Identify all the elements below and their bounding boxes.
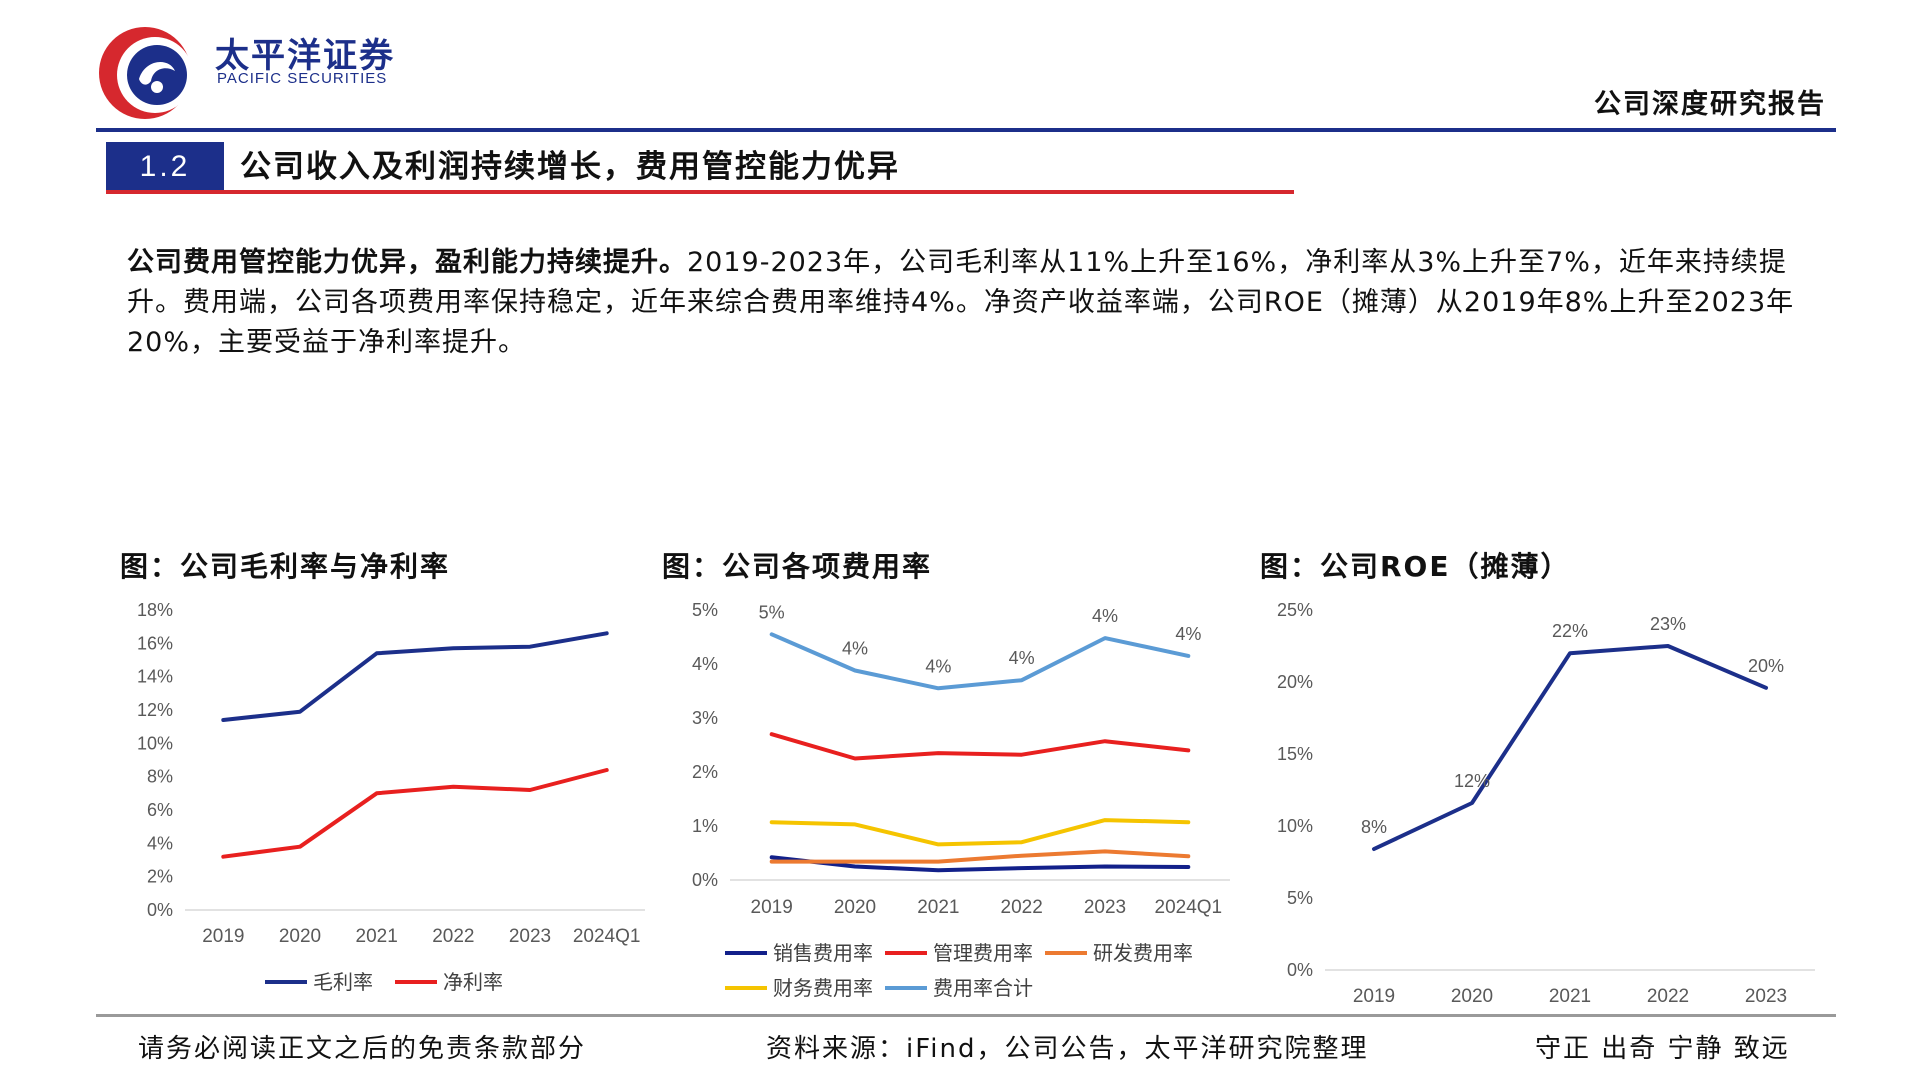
series-line-0 <box>1372 644 1768 851</box>
legend-label-2: 研发费用率 <box>1093 942 1193 965</box>
data-label: 4% <box>1092 606 1118 626</box>
y-tick-label: 25% <box>1277 600 1313 620</box>
data-label: 23% <box>1650 614 1686 634</box>
y-tick-label: 2% <box>147 867 173 887</box>
x-tick-label: 2019 <box>751 897 793 918</box>
y-tick-label: 4% <box>692 654 718 674</box>
series-line-2 <box>769 849 1191 864</box>
y-tick-label: 20% <box>1277 672 1313 692</box>
summary-lead: 公司费用管控能力优异，盈利能力持续提升。 <box>127 247 687 278</box>
chart-title-margins: 图：公司毛利率与净利率 <box>120 550 451 583</box>
data-label: 20% <box>1748 656 1784 676</box>
data-label: 5% <box>759 602 785 622</box>
legend-label-4: 费用率合计 <box>933 977 1033 1000</box>
x-tick-label: 2020 <box>279 926 321 947</box>
x-tick-label: 2019 <box>202 926 244 947</box>
footer-source: 资料来源：iFind，公司公告，太平洋研究院整理 <box>766 1034 1369 1064</box>
x-tick-label: 2024Q1 <box>573 926 641 947</box>
chart-title-expense-ratios: 图：公司各项费用率 <box>662 550 933 583</box>
x-tick-label: 2021 <box>917 897 959 918</box>
x-tick-label: 2020 <box>834 897 876 918</box>
y-tick-label: 5% <box>692 600 718 620</box>
y-tick-label: 2% <box>692 762 718 782</box>
x-tick-label: 2023 <box>1084 897 1126 918</box>
data-label: 4% <box>1175 624 1201 644</box>
series-line-1 <box>769 732 1191 761</box>
y-tick-label: 14% <box>137 667 173 687</box>
report-type: 公司深度研究报告 <box>1594 89 1826 120</box>
series-line-3 <box>769 818 1191 847</box>
y-tick-label: 1% <box>692 816 718 836</box>
x-tick-label: 2021 <box>1549 986 1591 1007</box>
y-tick-label: 10% <box>1277 816 1313 836</box>
footer-rule <box>96 1014 1836 1017</box>
y-tick-label: 0% <box>692 870 718 890</box>
legend-label-1: 净利率 <box>443 971 503 994</box>
series-line-1 <box>221 768 609 859</box>
brand-name-en: PACIFIC SECURITIES <box>217 70 388 87</box>
y-tick-label: 18% <box>137 600 173 620</box>
series-line-0 <box>769 855 1191 873</box>
x-tick-label: 2023 <box>509 926 551 947</box>
data-label: 8% <box>1361 817 1387 837</box>
x-tick-label: 2019 <box>1353 986 1395 1007</box>
pacific-securities-logo <box>99 27 193 119</box>
y-tick-label: 0% <box>147 900 173 920</box>
data-label: 4% <box>842 638 868 658</box>
data-label: 4% <box>925 656 951 676</box>
x-tick-label: 2023 <box>1745 986 1787 1007</box>
y-tick-label: 0% <box>1287 960 1313 980</box>
y-tick-label: 3% <box>692 708 718 728</box>
summary-paragraph: 公司费用管控能力优异，盈利能力持续提升。2019-2023年，公司毛利率从11%… <box>127 243 1807 363</box>
section-number: 1.2 <box>106 142 224 192</box>
x-tick-label: 2021 <box>356 926 398 947</box>
y-tick-label: 8% <box>147 767 173 787</box>
header-rule <box>96 128 1836 132</box>
data-label: 22% <box>1552 621 1588 641</box>
series-line-4 <box>769 632 1191 691</box>
y-tick-label: 5% <box>1287 888 1313 908</box>
series-line-0 <box>221 631 609 722</box>
legend-label-0: 销售费用率 <box>773 942 873 965</box>
roe-chart: 0% 5% 10% 15% 20% 25% 2019 2020 2021 2022 2023 8% 12… <box>1277 600 1815 1007</box>
x-tick-label: 2022 <box>1647 986 1689 1007</box>
x-tick-label: 2020 <box>1451 986 1493 1007</box>
expense-ratio-chart: 0% 1% 2% 3% 4% 5% 2019 2020 2021 2022 2023 2024Q1 销售… <box>692 600 1230 1000</box>
section-rule <box>106 190 1294 194</box>
y-tick-label: 16% <box>137 633 173 653</box>
y-tick-label: 12% <box>137 700 173 720</box>
y-tick-label: 10% <box>137 733 173 753</box>
legend-label-0: 毛利率 <box>313 971 373 994</box>
x-tick-label: 2024Q1 <box>1155 897 1223 918</box>
chart-title-roe: 图：公司ROE（摊薄） <box>1260 550 1571 583</box>
x-tick-label: 2022 <box>1001 897 1043 918</box>
footer-motto: 守正 出奇 宁静 致远 <box>1535 1034 1790 1064</box>
section-title: 公司收入及利润持续增长，费用管控能力优异 <box>240 149 900 185</box>
data-label: 4% <box>1009 648 1035 668</box>
legend-label-3: 财务费用率 <box>773 977 873 1000</box>
summary-body: 2019-2023年，公司毛利率从11%上升至16%，净利率从3%上升至7%，近… <box>127 247 1795 358</box>
y-tick-label: 6% <box>147 800 173 820</box>
x-tick-label: 2022 <box>432 926 474 947</box>
data-label: 12% <box>1454 771 1490 791</box>
brand-name-cn: 太平洋证券 <box>215 36 395 76</box>
legend-label-1: 管理费用率 <box>933 942 1033 965</box>
y-tick-label: 4% <box>147 833 173 853</box>
y-tick-label: 15% <box>1277 744 1313 764</box>
margin-chart: 0% 2% 4% 6% 8% 10% 12% 14% 16% 18% 2019 2020 2021 202… <box>137 600 645 994</box>
footer-disclaimer: 请务必阅读正文之后的免责条款部分 <box>138 1034 587 1064</box>
